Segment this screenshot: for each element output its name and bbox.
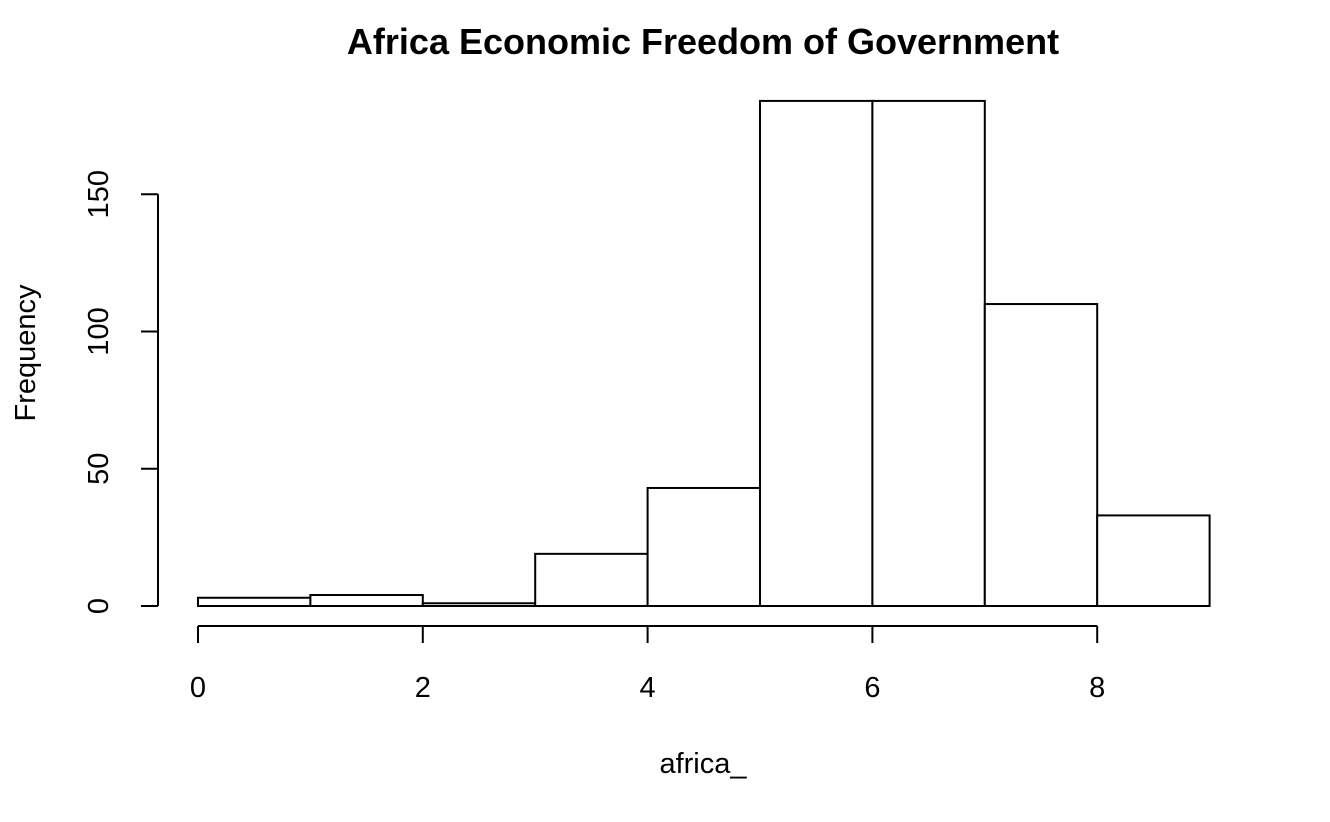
histogram-bar-2	[421, 602, 537, 608]
x-tick-label: 2	[415, 672, 431, 704]
y-axis: 0 50 100 150	[83, 170, 159, 614]
y-tick-label: 50	[83, 453, 115, 485]
x-tick-label: 8	[1089, 672, 1105, 704]
histogram-bar-6	[871, 99, 986, 607]
bars-group	[197, 99, 1211, 608]
histogram-bar-4	[646, 486, 761, 607]
histogram-bar-1	[309, 594, 424, 608]
x-axis: 0 2 4 6 8	[190, 625, 1105, 704]
histogram-bar-0	[197, 596, 312, 608]
y-tick-label: 0	[83, 598, 115, 614]
x-tick-label: 4	[640, 672, 656, 704]
y-axis-label: Frequency	[10, 284, 42, 422]
y-tick-label: 150	[83, 170, 115, 218]
y-tick-label: 100	[83, 307, 115, 355]
histogram-bar-3	[534, 552, 649, 607]
x-axis-label: africa_	[659, 748, 747, 780]
histogram-bar-7	[983, 303, 1099, 607]
histogram-bar-8	[1096, 514, 1211, 607]
chart-title: Africa Economic Freedom of Government	[347, 21, 1059, 62]
x-tick-label: 0	[190, 672, 206, 704]
x-tick-label: 6	[864, 672, 880, 704]
histogram-bar-5	[759, 99, 874, 607]
